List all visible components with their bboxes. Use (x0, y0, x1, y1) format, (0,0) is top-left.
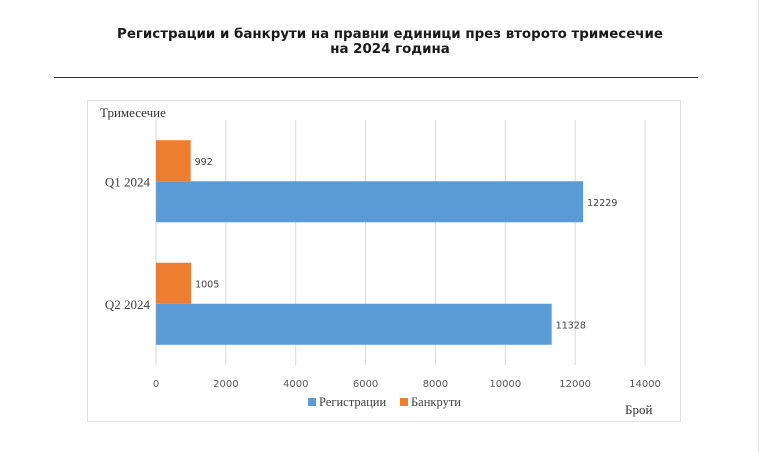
bar-registrations-2 (156, 303, 552, 345)
data-label-registrations-2: 11328 (556, 320, 586, 331)
chart-title: Регистрации и банкрути на правни единици… (60, 27, 720, 57)
category-label-2: Q2 2024 (105, 297, 151, 312)
chart-title-line-2: на 2024 година (330, 42, 450, 57)
title-divider (54, 77, 698, 78)
legend: Регистрации Банкрути (308, 395, 461, 409)
bar-bankruptcies-1 (156, 140, 191, 182)
x-tick-label-4000: 4000 (283, 379, 308, 390)
data-labels: 992 12229 1005 11328 (195, 157, 618, 332)
data-label-registrations-1: 12229 (587, 198, 617, 209)
x-tick-label-8000: 8000 (423, 379, 448, 390)
category-label-1: Q1 2024 (105, 174, 151, 189)
legend-swatch-2 (400, 398, 408, 406)
bars (156, 140, 584, 345)
legend-label-2: Банкрути (411, 395, 461, 409)
x-axis-label: Брой (625, 402, 652, 417)
y-axis-label: Тримесечие (100, 105, 166, 120)
category-labels: Q1 2024 Q2 2024 (105, 174, 151, 312)
x-tick-label-14000: 14000 (629, 379, 661, 390)
bar-bankruptcies-2 (156, 262, 192, 304)
data-label-bankruptcies-1: 992 (195, 157, 213, 168)
x-tick-label-12000: 12000 (559, 379, 591, 390)
chart-frame (87, 100, 681, 422)
page-edge-line (758, 0, 759, 452)
legend-swatch-1 (308, 398, 316, 406)
legend-label-1: Регистрации (319, 395, 386, 409)
x-tick-label-0: 0 (153, 379, 159, 390)
x-tick-label-2000: 2000 (213, 379, 238, 390)
data-label-bankruptcies-2: 1005 (195, 279, 219, 290)
x-tick-label-10000: 10000 (489, 379, 521, 390)
x-axis-ticks: 0 2000 4000 6000 8000 10000 12000 14000 (153, 379, 661, 390)
bar-registrations-1 (156, 181, 584, 223)
x-tick-label-6000: 6000 (353, 379, 378, 390)
chart-title-line-1: Регистрации и банкрути на правни единици… (117, 27, 663, 42)
